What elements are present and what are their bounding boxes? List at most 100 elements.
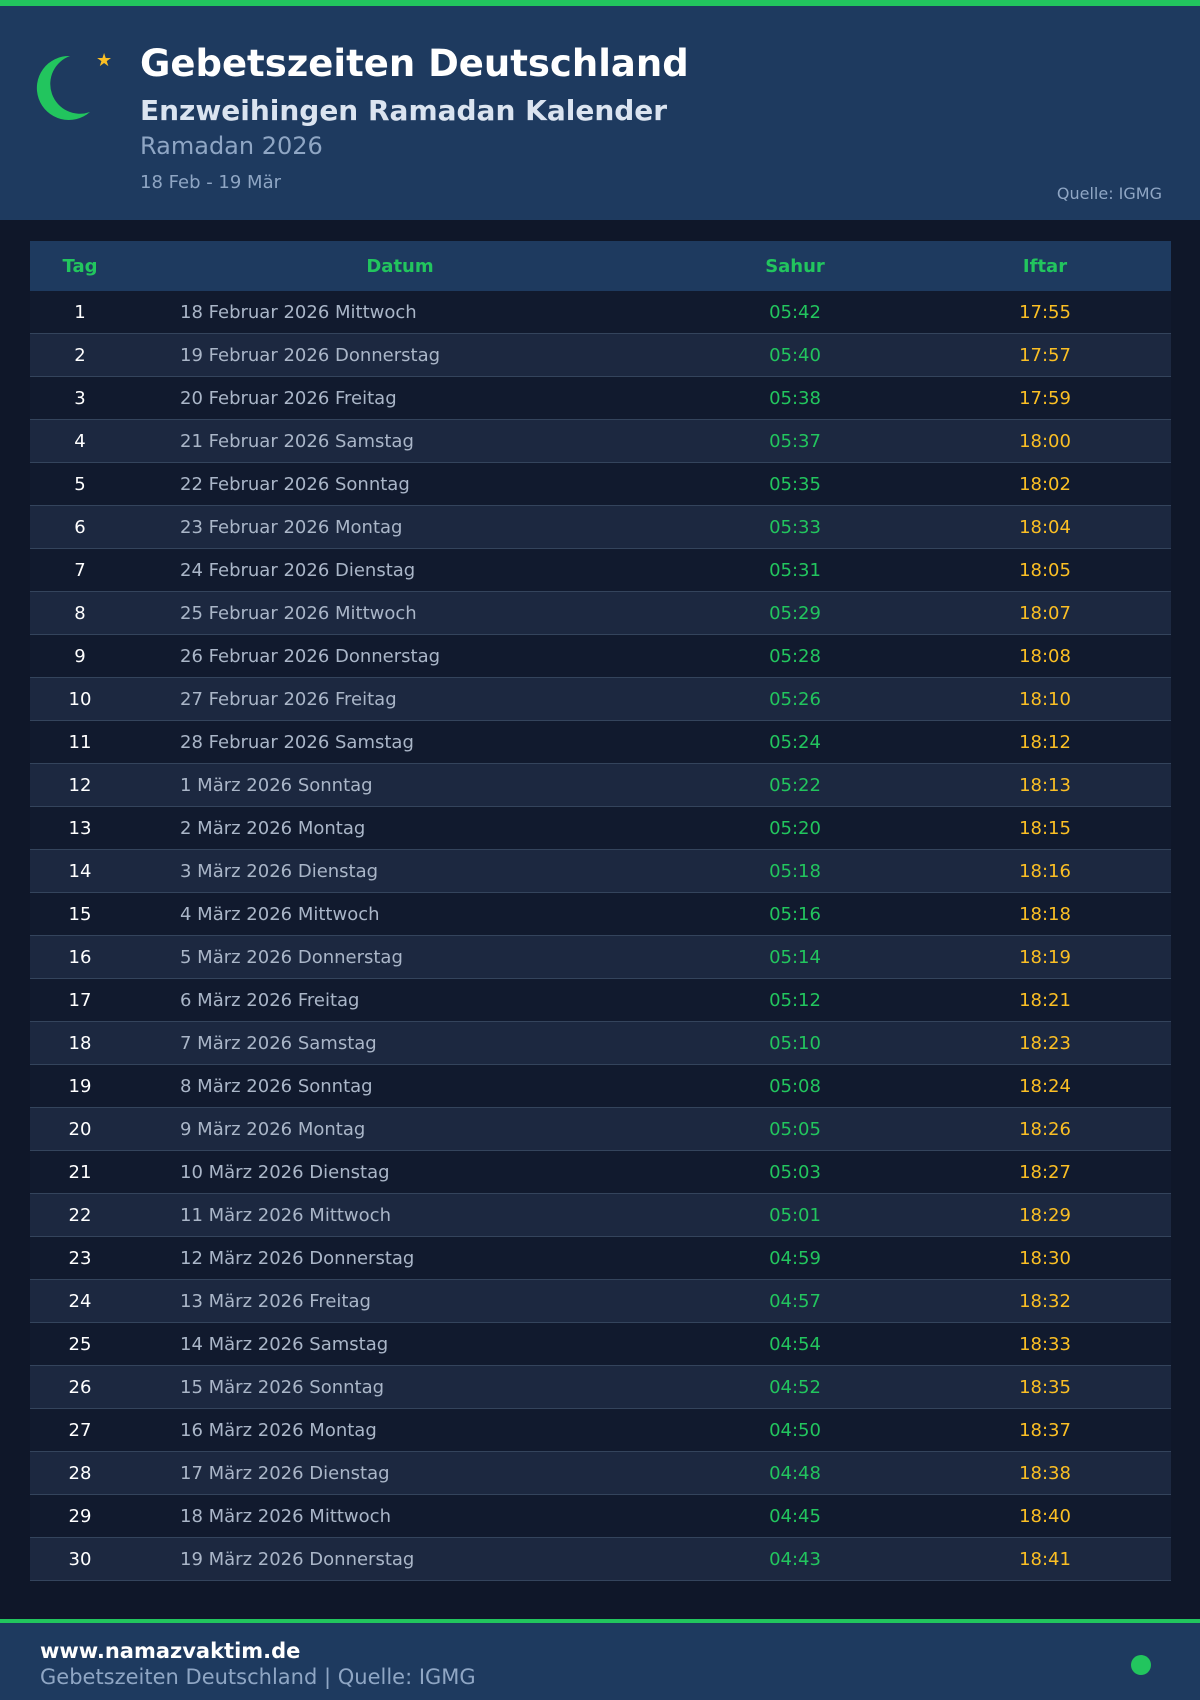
cell-datum: 7 März 2026 Samstag <box>180 1032 377 1054</box>
cell-tag: 17 <box>68 989 92 1011</box>
star-icon: ★ <box>96 50 113 71</box>
table-row: 10 27 Februar 2026 Freitag 05:26 18:10 <box>30 678 1171 721</box>
cell-tag: 20 <box>68 1118 92 1140</box>
cell-sahur: 05:42 <box>769 301 821 323</box>
ramadan-year: Ramadan 2026 <box>140 132 323 160</box>
cell-iftar: 18:21 <box>1019 989 1071 1011</box>
cell-sahur: 05:14 <box>769 946 821 968</box>
cell-datum: 2 März 2026 Montag <box>180 817 366 839</box>
cell-tag: 5 <box>74 473 86 495</box>
cell-iftar: 18:10 <box>1019 688 1071 710</box>
cell-datum: 9 März 2026 Montag <box>180 1118 366 1140</box>
table-row: 27 16 März 2026 Montag 04:50 18:37 <box>30 1409 1171 1452</box>
column-header-tag: Tag <box>62 255 98 277</box>
cell-datum: 18 Februar 2026 Mittwoch <box>180 301 417 323</box>
cell-iftar: 17:59 <box>1019 387 1071 409</box>
table-row: 1 18 Februar 2026 Mittwoch 05:42 17:55 <box>30 291 1171 334</box>
table-row: 8 25 Februar 2026 Mittwoch 05:29 18:07 <box>30 592 1171 635</box>
cell-iftar: 17:57 <box>1019 344 1071 366</box>
column-header-datum: Datum <box>366 255 434 277</box>
cell-sahur: 04:52 <box>769 1376 821 1398</box>
cell-iftar: 18:29 <box>1019 1204 1071 1226</box>
table-row: 18 7 März 2026 Samstag 05:10 18:23 <box>30 1022 1171 1065</box>
cell-sahur: 04:48 <box>769 1462 821 1484</box>
cell-tag: 28 <box>68 1462 92 1484</box>
table-row: 30 19 März 2026 Donnerstag 04:43 18:41 <box>30 1538 1171 1581</box>
cell-datum: 17 März 2026 Dienstag <box>180 1462 390 1484</box>
cell-sahur: 05:22 <box>769 774 821 796</box>
cell-sahur: 05:37 <box>769 430 821 452</box>
cell-sahur: 05:01 <box>769 1204 821 1226</box>
cell-datum: 20 Februar 2026 Freitag <box>180 387 397 409</box>
cell-sahur: 05:38 <box>769 387 821 409</box>
table-row: 3 20 Februar 2026 Freitag 05:38 17:59 <box>30 377 1171 420</box>
cell-sahur: 05:10 <box>769 1032 821 1054</box>
table-row: 9 26 Februar 2026 Donnerstag 05:28 18:08 <box>30 635 1171 678</box>
cell-iftar: 18:40 <box>1019 1505 1071 1527</box>
cell-datum: 23 Februar 2026 Montag <box>180 516 403 538</box>
cell-iftar: 18:07 <box>1019 602 1071 624</box>
cell-tag: 25 <box>68 1333 92 1355</box>
cell-datum: 5 März 2026 Donnerstag <box>180 946 403 968</box>
cell-sahur: 05:40 <box>769 344 821 366</box>
table-row: 24 13 März 2026 Freitag 04:57 18:32 <box>30 1280 1171 1323</box>
table-row: 23 12 März 2026 Donnerstag 04:59 18:30 <box>30 1237 1171 1280</box>
cell-iftar: 18:30 <box>1019 1247 1071 1269</box>
cell-iftar: 18:35 <box>1019 1376 1071 1398</box>
cell-tag: 7 <box>74 559 86 581</box>
crescent-moon-icon <box>36 55 90 120</box>
table-row: 15 4 März 2026 Mittwoch 05:16 18:18 <box>30 893 1171 936</box>
cell-tag: 6 <box>74 516 86 538</box>
cell-datum: 19 März 2026 Donnerstag <box>180 1548 415 1570</box>
column-header-sahur: Sahur <box>765 255 825 277</box>
cell-sahur: 04:45 <box>769 1505 821 1527</box>
footer-text: Gebetszeiten Deutschland | Quelle: IGMG <box>40 1665 476 1689</box>
prayer-times-table: Tag Datum Sahur Iftar 1 18 Februar 2026 M… <box>30 241 1171 1581</box>
cell-datum: 12 März 2026 Donnerstag <box>180 1247 415 1269</box>
table-row: 7 24 Februar 2026 Dienstag 05:31 18:05 <box>30 549 1171 592</box>
cell-datum: 21 Februar 2026 Samstag <box>180 430 414 452</box>
cell-datum: 14 März 2026 Samstag <box>180 1333 389 1355</box>
cell-tag: 3 <box>74 387 86 409</box>
cell-tag: 4 <box>74 430 86 452</box>
cell-datum: 13 März 2026 Freitag <box>180 1290 371 1312</box>
page-subtitle: Enzweihingen Ramadan Kalender <box>140 94 668 127</box>
cell-tag: 23 <box>68 1247 92 1269</box>
cell-tag: 19 <box>68 1075 92 1097</box>
table-row: 25 14 März 2026 Samstag 04:54 18:33 <box>30 1323 1171 1366</box>
cell-iftar: 18:15 <box>1019 817 1071 839</box>
cell-sahur: 04:57 <box>769 1290 821 1312</box>
table-row: 28 17 März 2026 Dienstag 04:48 18:38 <box>30 1452 1171 1495</box>
cell-datum: 19 Februar 2026 Donnerstag <box>180 344 441 366</box>
cell-iftar: 18:08 <box>1019 645 1071 667</box>
cell-datum: 25 Februar 2026 Mittwoch <box>180 602 417 624</box>
cell-tag: 9 <box>74 645 86 667</box>
cell-datum: 15 März 2026 Sonntag <box>180 1376 385 1398</box>
table-row: 20 9 März 2026 Montag 05:05 18:26 <box>30 1108 1171 1151</box>
cell-sahur: 05:05 <box>769 1118 821 1140</box>
cell-datum: 24 Februar 2026 Dienstag <box>180 559 416 581</box>
table-row: 11 28 Februar 2026 Samstag 05:24 18:12 <box>30 721 1171 764</box>
cell-sahur: 04:50 <box>769 1419 821 1441</box>
cell-datum: 8 März 2026 Sonntag <box>180 1075 373 1097</box>
cell-datum: 22 Februar 2026 Sonntag <box>180 473 410 495</box>
cell-sahur: 05:33 <box>769 516 821 538</box>
cell-tag: 30 <box>68 1548 92 1570</box>
footer-accent-line <box>0 1619 1200 1623</box>
cell-iftar: 18:13 <box>1019 774 1071 796</box>
table-row: 2 19 Februar 2026 Donnerstag 05:40 17:57 <box>30 334 1171 377</box>
cell-iftar: 18:16 <box>1019 860 1071 882</box>
status-dot-icon <box>1131 1655 1151 1675</box>
table-row: 22 11 März 2026 Mittwoch 05:01 18:29 <box>30 1194 1171 1237</box>
cell-sahur: 05:31 <box>769 559 821 581</box>
cell-tag: 15 <box>68 903 92 925</box>
table-row: 17 6 März 2026 Freitag 05:12 18:21 <box>30 979 1171 1022</box>
cell-iftar: 18:26 <box>1019 1118 1071 1140</box>
cell-tag: 21 <box>68 1161 92 1183</box>
cell-tag: 29 <box>68 1505 92 1527</box>
cell-tag: 27 <box>68 1419 92 1441</box>
cell-iftar: 18:33 <box>1019 1333 1071 1355</box>
cell-iftar: 18:00 <box>1019 430 1071 452</box>
cell-iftar: 18:04 <box>1019 516 1071 538</box>
footer-website-link[interactable]: www.namazvaktim.de <box>40 1639 301 1663</box>
